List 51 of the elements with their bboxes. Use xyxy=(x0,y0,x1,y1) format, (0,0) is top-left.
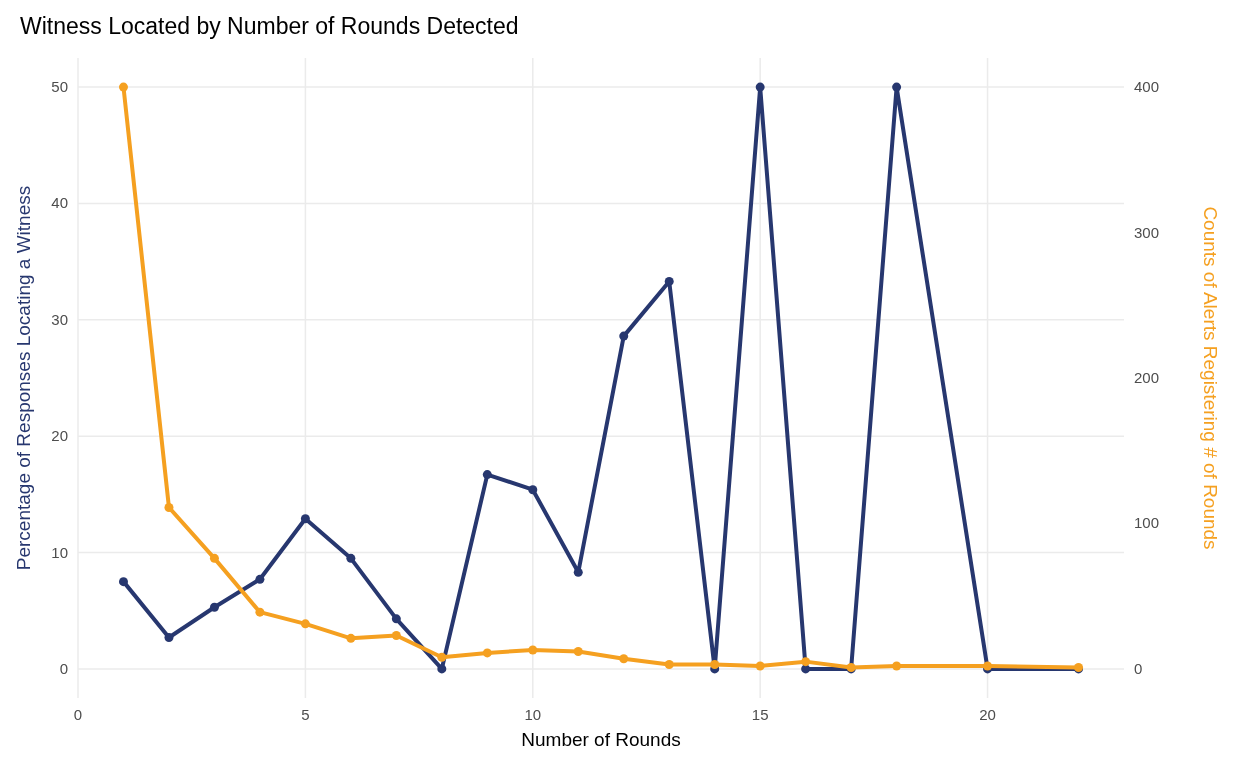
point xyxy=(619,331,629,341)
x-tick-label: 10 xyxy=(524,706,542,723)
point xyxy=(755,82,765,92)
point xyxy=(164,632,174,642)
point xyxy=(528,485,538,495)
x-tick-label: 5 xyxy=(301,706,310,723)
x-tick-label: 15 xyxy=(751,706,769,723)
point xyxy=(482,648,492,658)
y-tick-label: 40 xyxy=(51,194,68,212)
x-tick-label: 0 xyxy=(73,706,83,723)
point xyxy=(346,553,356,563)
y2-tick-label: 300 xyxy=(1134,223,1160,241)
point xyxy=(437,664,447,674)
point xyxy=(892,82,902,92)
point xyxy=(892,661,902,671)
point xyxy=(528,645,538,655)
point xyxy=(619,654,629,664)
point xyxy=(710,660,720,670)
y-tick-label: 10 xyxy=(51,543,68,561)
point xyxy=(118,577,128,587)
point xyxy=(255,607,265,617)
point xyxy=(164,502,174,512)
y2-axis-title: Counts of Alerts Registering # of Rounds xyxy=(1200,206,1221,550)
point xyxy=(391,630,401,640)
point xyxy=(482,470,492,480)
x-tick-label: 20 xyxy=(979,706,996,723)
x-axis-title: Number of Rounds xyxy=(521,729,681,750)
y-tick-label: 20 xyxy=(51,427,68,445)
y2-tick-label: 200 xyxy=(1134,369,1160,386)
point xyxy=(209,602,219,612)
point xyxy=(664,660,674,670)
point xyxy=(300,514,310,524)
point xyxy=(255,574,265,584)
point xyxy=(801,657,811,667)
point xyxy=(346,633,356,643)
y-tick-label: 50 xyxy=(51,78,68,96)
y2-tick-label: 400 xyxy=(1134,78,1160,96)
y-axis-title: Percentage of Responses Locating a Witness xyxy=(13,185,34,571)
y2-tick-label: 100 xyxy=(1134,514,1160,532)
y-tick-label: 0 xyxy=(59,659,68,677)
point xyxy=(573,646,583,656)
point xyxy=(209,553,219,563)
point xyxy=(391,614,401,624)
y-tick-label: 30 xyxy=(51,310,68,328)
point xyxy=(437,652,447,662)
point xyxy=(300,619,310,629)
point xyxy=(664,276,674,286)
chart-title: Witness Located by Number of Rounds Detected xyxy=(20,13,519,39)
point xyxy=(118,82,128,92)
y2-tick-label: 0 xyxy=(1134,659,1143,677)
point xyxy=(755,661,765,671)
